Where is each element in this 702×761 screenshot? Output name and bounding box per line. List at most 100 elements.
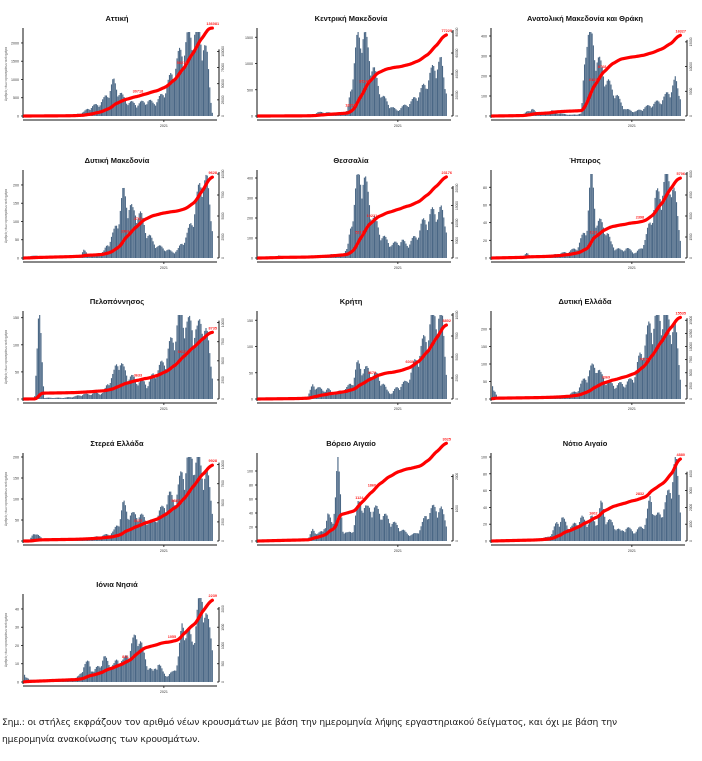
daily-cases-bar: [170, 250, 172, 258]
y-tick-label: 200: [13, 456, 19, 460]
daily-cases-bar: [80, 396, 82, 399]
daily-cases-bar: [114, 225, 116, 258]
daily-cases-bar: [71, 397, 74, 399]
daily-cases-bar: [176, 250, 178, 258]
daily-cases-bar: [126, 375, 128, 399]
daily-cases-bar: [83, 394, 85, 399]
daily-cases-bar: [429, 72, 431, 116]
daily-cases-bar: [638, 109, 640, 116]
daily-cases-bar: [424, 220, 426, 258]
daily-cases-bar: [358, 501, 360, 541]
daily-cases-bar: [168, 491, 171, 541]
daily-cases-bar: [436, 517, 439, 541]
daily-cases-bar: [355, 369, 357, 399]
daily-cases-bar: [605, 235, 607, 258]
daily-cases-bar: [349, 91, 352, 116]
daily-cases-bar: [58, 397, 60, 399]
daily-cases-bar: [206, 51, 208, 116]
daily-cases-bar: [412, 361, 415, 399]
daily-cases-bar: [150, 99, 152, 116]
daily-cases-bar: [648, 500, 650, 541]
daily-cases-bar: [196, 609, 198, 682]
daily-cases-bar: [385, 513, 387, 541]
daily-cases-bar: [361, 375, 363, 399]
chart-canvas: 0 20 40 60 80 2021 0 1500 3000 4500 6000 1132 2398 57…: [483, 170, 693, 270]
daily-cases-bar: [418, 366, 420, 399]
y-tick-label: 100: [13, 220, 19, 224]
daily-cases-bar: [421, 521, 423, 541]
y2-tick-label: 5000: [221, 499, 225, 506]
daily-cases-bar: [175, 670, 177, 682]
daily-cases-bar: [649, 106, 651, 116]
daily-cases-bar: [566, 114, 568, 116]
daily-cases-bar: [589, 32, 591, 116]
daily-cases-bar: [634, 253, 636, 258]
daily-cases-bar: [88, 256, 90, 258]
daily-cases-bar: [421, 338, 423, 399]
y2-tick-label: 3000: [689, 212, 693, 219]
daily-cases-bar: [308, 393, 310, 399]
daily-cases-bar: [616, 94, 618, 116]
daily-cases-bar: [147, 101, 149, 116]
daily-cases-bar: [599, 508, 601, 541]
daily-cases-bar: [355, 188, 357, 258]
daily-cases-bar: [573, 114, 576, 116]
daily-cases-bar: [177, 248, 179, 258]
daily-cases-bar: [674, 191, 676, 258]
y-axis-label: Αριθμός νέων κρουσμάτων ανά ημέρα: [4, 189, 8, 243]
daily-cases-bar: [650, 332, 652, 399]
daily-cases-bar: [416, 363, 418, 399]
daily-cases-bar: [368, 507, 371, 541]
daily-cases-bar: [410, 101, 412, 116]
daily-cases-bar: [628, 109, 630, 116]
daily-cases-bar: [624, 387, 626, 399]
daily-cases-bar: [606, 522, 608, 541]
cumulative-cases-line: [257, 33, 448, 118]
daily-cases-bar: [79, 395, 81, 399]
daily-cases-bar: [428, 340, 430, 399]
daily-cases-bar: [405, 243, 407, 258]
y-tick-label: 0: [251, 115, 253, 119]
daily-cases-bar: [332, 393, 334, 399]
daily-cases-bar: [197, 598, 200, 682]
daily-cases-bar: [428, 221, 430, 258]
daily-cases-bar: [66, 397, 68, 399]
daily-cases-bar: [580, 517, 582, 541]
daily-cases-bar: [616, 248, 618, 258]
daily-cases-bar: [115, 225, 118, 258]
daily-cases-bar: [204, 180, 206, 258]
daily-cases-bar: [601, 222, 603, 258]
daily-cases-bar: [436, 69, 439, 116]
daily-cases-bar: [144, 104, 147, 116]
daily-cases-bar: [202, 190, 205, 258]
daily-cases-bar: [669, 194, 671, 258]
daily-cases-bar: [195, 462, 197, 541]
daily-cases-bar: [397, 244, 399, 258]
daily-cases-bar: [592, 187, 594, 258]
cumulative-label: 7615: [639, 357, 647, 361]
daily-cases-bar: [317, 387, 319, 399]
daily-cases-bar: [614, 250, 616, 258]
daily-cases-bar: [419, 230, 421, 258]
daily-cases-bar: [365, 505, 367, 541]
daily-cases-bar: [358, 37, 360, 116]
y-tick-label: 1500: [245, 36, 253, 40]
daily-cases-bar: [162, 506, 164, 541]
cumulative-label: 8768: [598, 65, 606, 69]
y-tick-label: 50: [15, 519, 19, 523]
daily-cases-bar: [362, 184, 364, 258]
daily-cases-bar: [641, 528, 644, 541]
daily-cases-bar: [423, 518, 425, 541]
daily-cases-bar: [356, 362, 358, 399]
cumulative-label: 3433: [134, 519, 142, 523]
daily-cases-bar: [55, 397, 57, 399]
daily-cases-bar: [192, 345, 194, 399]
daily-cases-bar: [356, 174, 358, 258]
daily-cases-bar: [621, 105, 623, 116]
daily-cases-bar: [609, 80, 611, 116]
daily-cases-bar: [445, 232, 447, 258]
y2-tick-label: 0: [689, 398, 693, 400]
daily-cases-bar: [563, 518, 565, 541]
daily-cases-bar: [163, 97, 165, 116]
daily-cases-bar: [158, 245, 160, 258]
